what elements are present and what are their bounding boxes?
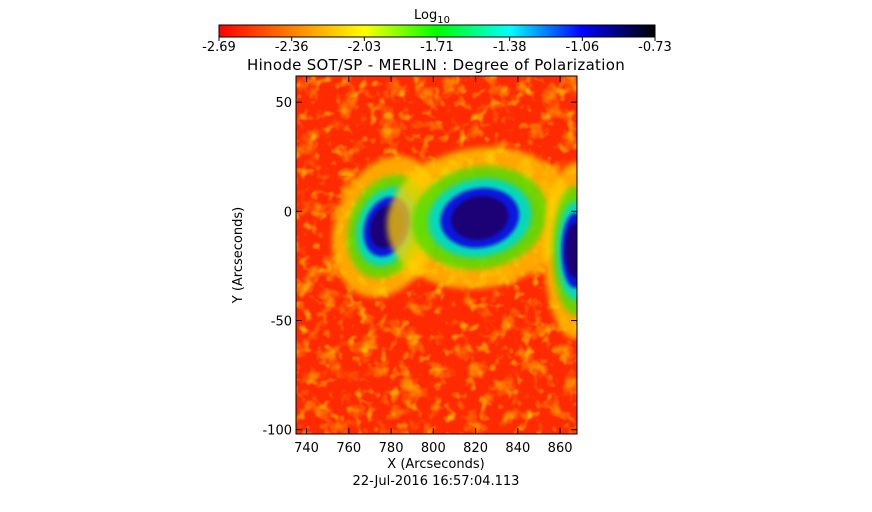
x-axis: 740 760 780 800 820 840 860 xyxy=(294,76,573,456)
x-tick-label: 780 xyxy=(379,441,404,456)
colorbar: Log10 -2.69 -2.36 -2.03 -1.71 -1.38 -1.06 -0.7… xyxy=(202,8,672,55)
y-tick-label: 50 xyxy=(275,96,292,111)
x-tick-label: 760 xyxy=(336,441,361,456)
sunspot-right-edge xyxy=(543,162,577,340)
feature-contour xyxy=(451,196,509,240)
chart-title: Hinode SOT/SP - MERLIN : Degree of Polar… xyxy=(247,56,625,74)
x-tick-label: 800 xyxy=(421,441,446,456)
heatmap-features xyxy=(332,146,577,340)
x-axis-label: X (Arcseconds) xyxy=(387,457,484,472)
x-tick-label: 860 xyxy=(548,441,573,456)
y-tick-label: -50 xyxy=(271,314,292,329)
colorbar-ticks: -2.69 -2.36 -2.03 -1.71 -1.38 -1.06 -0.73 xyxy=(202,37,672,55)
colorbar-tick-label: -2.36 xyxy=(275,40,309,55)
colorbar-tick-label: -1.38 xyxy=(493,40,527,55)
y-axis: 50 0 -50 -100 xyxy=(262,96,577,439)
heatmap xyxy=(296,76,577,434)
timestamp: 22-Jul-2016 16:57:04.113 xyxy=(353,474,520,489)
colorbar-tick-label: -2.03 xyxy=(348,40,382,55)
colorbar-tick-label: -1.71 xyxy=(420,40,454,55)
colorbar-tick-label: -0.73 xyxy=(638,40,672,55)
colorbar-title: Log10 xyxy=(414,8,450,26)
sunspot-center xyxy=(386,146,573,289)
y-tick-label: -100 xyxy=(262,424,292,439)
feature-contour xyxy=(565,223,577,278)
x-tick-label: 840 xyxy=(505,441,530,456)
y-axis-label: Y (Arcseconds) xyxy=(231,207,246,304)
y-tick-label: 0 xyxy=(284,205,292,220)
colorbar-tick-label: -2.69 xyxy=(202,40,236,55)
plot-frame xyxy=(295,75,578,435)
colorbar-tick-label: -1.06 xyxy=(566,40,600,55)
x-tick-label: 820 xyxy=(463,441,488,456)
colorbar-bar xyxy=(218,24,656,38)
x-tick-label: 740 xyxy=(294,441,319,456)
